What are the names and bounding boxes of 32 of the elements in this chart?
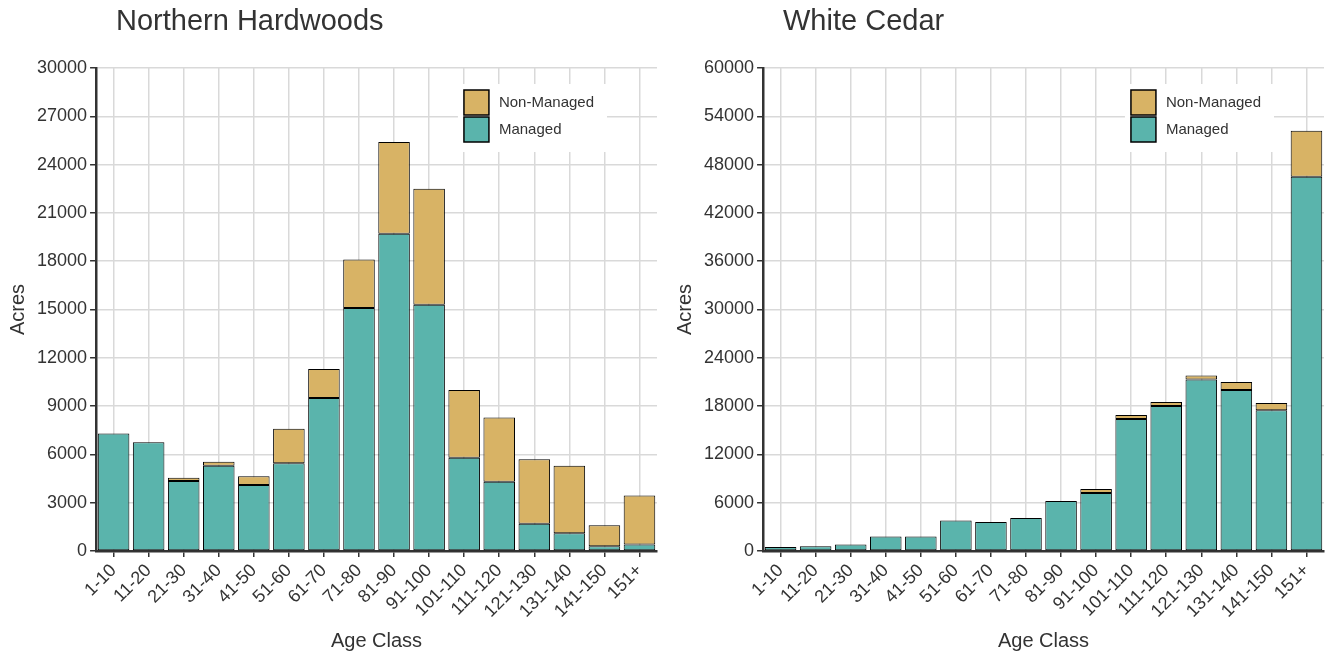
y-tick-label: 21000 bbox=[36, 201, 88, 222]
y-axis-title: Acres bbox=[672, 283, 695, 336]
y-tick-label: 15000 bbox=[36, 298, 88, 319]
y-tick-label: 3000 bbox=[47, 491, 88, 512]
y-tick-label: 0 bbox=[77, 539, 88, 560]
y-tick-label: 24000 bbox=[703, 346, 755, 367]
chart-title: White Cedar bbox=[783, 4, 945, 37]
x-axis-title: Age Class bbox=[997, 628, 1090, 651]
y-tick-label: 12000 bbox=[36, 346, 88, 367]
y-tick-label: 18000 bbox=[36, 250, 88, 271]
y-axis-title: Acres bbox=[5, 283, 28, 336]
y-tick-label: 36000 bbox=[703, 250, 755, 271]
x-axis-title: Age Class bbox=[330, 628, 423, 651]
y-tick-label: 54000 bbox=[703, 105, 755, 126]
y-tick-label: 60000 bbox=[703, 56, 755, 77]
chart-title: Northern Hardwoods bbox=[116, 4, 384, 37]
y-tick-label: 9000 bbox=[47, 395, 88, 416]
y-tick-label: 42000 bbox=[703, 201, 755, 222]
y-tick-label: 48000 bbox=[703, 153, 755, 174]
y-tick-label: 12000 bbox=[703, 443, 755, 464]
y-tick-label: 6000 bbox=[47, 443, 88, 464]
legend-label: Non-Managed bbox=[1165, 93, 1261, 111]
legend-label: Managed bbox=[498, 120, 562, 138]
y-tick-label: 6000 bbox=[714, 491, 755, 512]
y-tick-label: 30000 bbox=[703, 298, 755, 319]
y-tick-label: 0 bbox=[744, 539, 755, 560]
legend-label: Managed bbox=[1165, 120, 1229, 138]
legend-label: Non-Managed bbox=[498, 93, 594, 111]
y-tick-label: 18000 bbox=[703, 395, 755, 416]
y-tick-label: 27000 bbox=[36, 105, 88, 126]
y-tick-label: 24000 bbox=[36, 153, 88, 174]
y-tick-label: 30000 bbox=[36, 56, 88, 77]
